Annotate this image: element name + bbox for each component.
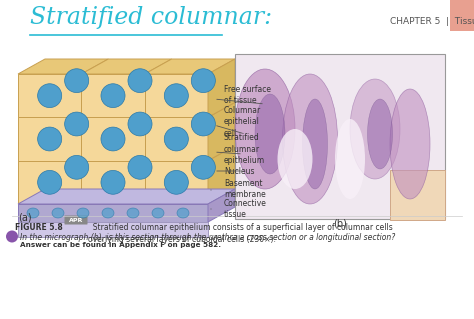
Ellipse shape (128, 112, 152, 136)
Ellipse shape (191, 112, 215, 136)
FancyBboxPatch shape (18, 204, 208, 222)
Polygon shape (18, 59, 109, 74)
FancyBboxPatch shape (18, 117, 82, 161)
Ellipse shape (350, 79, 400, 179)
Ellipse shape (64, 155, 89, 179)
Ellipse shape (367, 99, 392, 169)
Ellipse shape (127, 208, 139, 218)
FancyBboxPatch shape (82, 74, 145, 117)
Text: CHAPTER 5  |  Tissues    111: CHAPTER 5 | Tissues 111 (390, 17, 474, 26)
Text: Stratified
columnar
epithelium: Stratified columnar epithelium (224, 133, 265, 165)
Ellipse shape (101, 127, 125, 151)
FancyBboxPatch shape (145, 117, 208, 161)
Ellipse shape (37, 127, 62, 151)
FancyBboxPatch shape (82, 161, 145, 204)
FancyBboxPatch shape (109, 146, 172, 189)
Ellipse shape (27, 208, 39, 218)
FancyBboxPatch shape (172, 59, 235, 102)
Ellipse shape (102, 208, 114, 218)
Text: Basement
membrane: Basement membrane (224, 179, 266, 199)
Ellipse shape (152, 208, 164, 218)
Ellipse shape (128, 69, 152, 93)
FancyBboxPatch shape (390, 170, 445, 220)
Ellipse shape (177, 208, 189, 218)
FancyBboxPatch shape (64, 216, 88, 225)
Ellipse shape (235, 69, 295, 189)
Text: Columnar
epithelial
cell: Columnar epithelial cell (224, 107, 261, 137)
Text: FIGURE 5.8: FIGURE 5.8 (15, 223, 63, 232)
FancyBboxPatch shape (109, 102, 172, 146)
FancyBboxPatch shape (172, 146, 235, 189)
Text: Connective
tissue: Connective tissue (224, 199, 267, 219)
Ellipse shape (191, 69, 215, 93)
FancyBboxPatch shape (82, 117, 145, 161)
Text: Stratified columnar epithelium consists of a superficial layer of columnar cells: Stratified columnar epithelium consists … (88, 223, 393, 244)
Text: APR: APR (69, 218, 83, 222)
FancyBboxPatch shape (45, 59, 109, 102)
Text: Free surface
of tissue: Free surface of tissue (224, 85, 271, 105)
FancyBboxPatch shape (235, 54, 445, 219)
Ellipse shape (255, 94, 285, 174)
Text: In the micrograph (b), is this section through the urethra a cross section or a : In the micrograph (b), is this section t… (20, 234, 395, 242)
Ellipse shape (64, 69, 89, 93)
FancyBboxPatch shape (145, 161, 208, 204)
Ellipse shape (101, 84, 125, 108)
Polygon shape (145, 59, 235, 74)
FancyBboxPatch shape (145, 74, 208, 117)
Ellipse shape (37, 84, 62, 108)
Polygon shape (208, 102, 235, 161)
Ellipse shape (77, 208, 89, 218)
FancyBboxPatch shape (109, 59, 172, 102)
Ellipse shape (164, 84, 188, 108)
Text: (b): (b) (333, 219, 347, 229)
Ellipse shape (64, 112, 89, 136)
FancyBboxPatch shape (18, 74, 82, 117)
Ellipse shape (335, 119, 365, 199)
Ellipse shape (128, 155, 152, 179)
Ellipse shape (101, 170, 125, 194)
Ellipse shape (52, 208, 64, 218)
FancyBboxPatch shape (450, 0, 474, 31)
Text: Stratified columnar:: Stratified columnar: (30, 6, 272, 29)
Ellipse shape (164, 170, 188, 194)
Ellipse shape (277, 129, 312, 189)
Text: Answer can be found in Appendix F on page 582.: Answer can be found in Appendix F on pag… (20, 242, 221, 248)
FancyBboxPatch shape (172, 102, 235, 146)
FancyBboxPatch shape (18, 222, 208, 237)
FancyBboxPatch shape (18, 161, 82, 204)
Polygon shape (208, 146, 235, 204)
Polygon shape (208, 189, 235, 222)
Polygon shape (82, 59, 172, 74)
Text: (a): (a) (18, 212, 32, 222)
Text: Nucleus: Nucleus (224, 167, 255, 176)
Ellipse shape (302, 99, 328, 189)
Polygon shape (208, 59, 235, 117)
Ellipse shape (191, 155, 215, 179)
Polygon shape (18, 189, 235, 204)
Circle shape (6, 231, 18, 242)
Ellipse shape (283, 74, 337, 204)
Ellipse shape (390, 89, 430, 199)
Ellipse shape (164, 127, 188, 151)
FancyBboxPatch shape (45, 102, 109, 146)
Ellipse shape (37, 170, 62, 194)
FancyBboxPatch shape (45, 146, 109, 189)
